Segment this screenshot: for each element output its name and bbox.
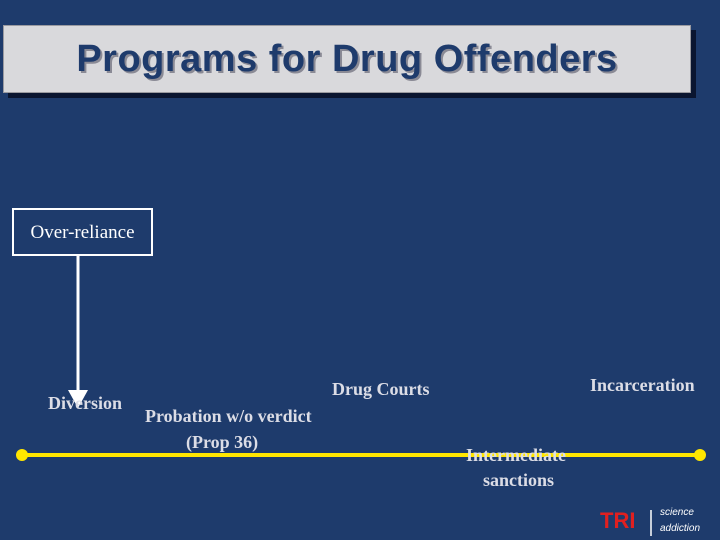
label: Intermediate: [466, 445, 566, 465]
continuum-end: [694, 449, 706, 461]
label: Diversion: [48, 393, 122, 413]
label: sanctions: [483, 470, 555, 490]
logo-text: science: [660, 507, 694, 518]
continuum-end: [16, 449, 28, 461]
label: Incarceration: [590, 375, 695, 395]
logo-text: addiction: [660, 523, 701, 534]
slide-title: Programs for Drug Offenders: [76, 38, 618, 80]
logo-mark: TRI: [600, 508, 636, 533]
title-box: Programs for Drug Offenders: [3, 25, 691, 93]
label: Probation w/o verdict: [145, 406, 312, 426]
label: Drug Courts: [332, 379, 430, 399]
arrow-head: [68, 390, 88, 408]
label: (Prop 36): [186, 432, 259, 452]
over-reliance-box: Over-reliance: [12, 208, 153, 256]
box-label: Over-reliance: [30, 222, 135, 243]
